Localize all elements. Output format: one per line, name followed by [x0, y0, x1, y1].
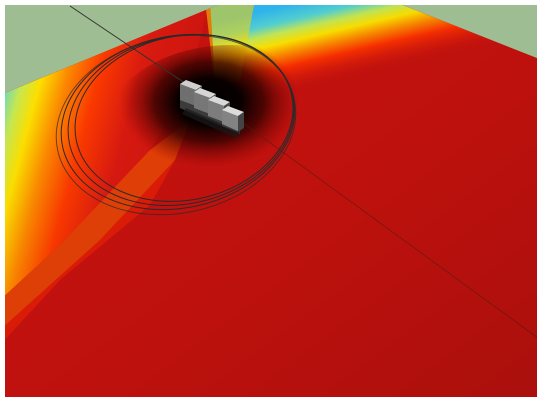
ring-3 [74, 34, 294, 202]
ring-4 [55, 34, 297, 216]
guide-line-lower [224, 109, 539, 339]
ring-group [55, 33, 297, 216]
device-model [180, 80, 244, 138]
